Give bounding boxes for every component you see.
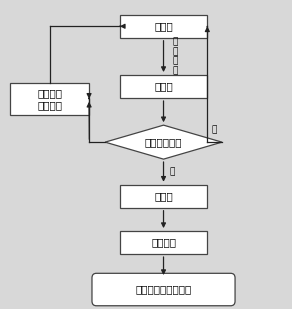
Text: 电控柜: 电控柜 <box>154 82 173 91</box>
FancyBboxPatch shape <box>92 273 235 306</box>
Text: 卡
阻
信
号: 卡 阻 信 号 <box>172 37 178 75</box>
FancyBboxPatch shape <box>120 15 207 38</box>
Text: 电动机正
反转三次: 电动机正 反转三次 <box>37 88 62 110</box>
FancyBboxPatch shape <box>120 231 207 254</box>
FancyBboxPatch shape <box>120 184 207 208</box>
Text: 电动丝杠: 电动丝杠 <box>151 238 176 248</box>
FancyBboxPatch shape <box>10 83 89 115</box>
Text: 颚板下降，间隙增大: 颚板下降，间隙增大 <box>135 285 192 294</box>
FancyBboxPatch shape <box>120 75 207 98</box>
Text: 是: 是 <box>212 125 217 134</box>
Text: 大物料下落？: 大物料下落？ <box>145 137 182 147</box>
Text: 控制箱: 控制箱 <box>154 191 173 201</box>
Polygon shape <box>105 125 222 159</box>
Text: 破碎机: 破碎机 <box>154 21 173 31</box>
Text: 否: 否 <box>169 167 175 176</box>
